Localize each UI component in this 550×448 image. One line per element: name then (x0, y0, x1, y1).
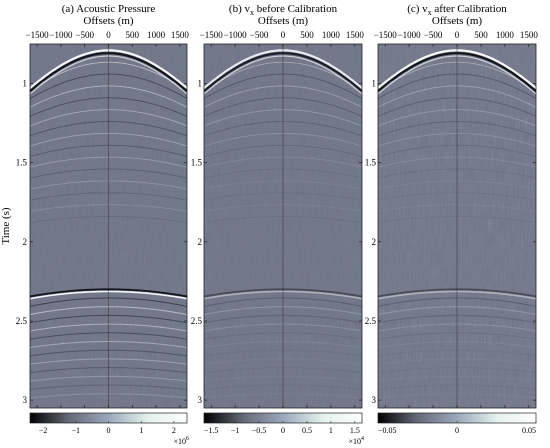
x-tick-label: −500 (75, 30, 94, 40)
colorbar-tick-label: 0 (107, 426, 111, 435)
x-tick-label: −500 (424, 30, 443, 40)
colorbar-tick-label: 0 (281, 426, 285, 435)
y-tick-label: 2 (198, 237, 203, 247)
colorbar-scale-label: ×106 (173, 436, 189, 446)
y-tick-label: 1 (198, 79, 203, 89)
x-tick-label: 0 (455, 30, 460, 40)
y-tick-label: 2.5 (365, 316, 377, 326)
title-suffix: before Calibration (254, 3, 338, 15)
y-tick-label: 3 (372, 395, 377, 405)
panel-title: (a) Acoustic Pressure (62, 3, 156, 15)
y-tick-label: 1.5 (16, 158, 28, 168)
x-tick-label: 1000 (147, 30, 166, 40)
x-tick-label: −1500 (374, 30, 398, 40)
colorbar-tick-label: −1.5 (204, 426, 219, 435)
colorbar-tick-label: 0 (455, 426, 459, 435)
colorbar-tick-label: 1 (139, 426, 143, 435)
x-tick-label: 1000 (496, 30, 515, 40)
colorbar-tick-label: 2 (172, 426, 176, 435)
x-tick-label: −500 (250, 30, 269, 40)
x-tick-label: 500 (126, 30, 140, 40)
y-axis-label: Time (s) (0, 207, 12, 245)
colorbar-tick-label: −0.05 (378, 426, 397, 435)
x-tick-label: 500 (300, 30, 314, 40)
y-tick-label: 3 (23, 395, 28, 405)
title-suffix: after Calibration (432, 3, 508, 15)
x-tick-label: −1500 (200, 30, 224, 40)
x-tick-label: −1000 (398, 30, 422, 40)
title-subscript: x (428, 8, 432, 17)
colorbar-tick-label: 0.5 (302, 426, 312, 435)
y-tick-label: 2 (23, 237, 28, 247)
title-prefix: (c) v (407, 3, 428, 15)
colorbar-tick-label: −0.5 (252, 426, 267, 435)
y-tick-label: 1.5 (191, 158, 203, 168)
title-subscript: x (250, 8, 254, 17)
colorbar-tick-label: −1 (72, 426, 81, 435)
x-axis-label: Offsets (m) (432, 15, 483, 27)
x-tick-label: 1500 (346, 30, 365, 40)
x-tick-label: 0 (281, 30, 286, 40)
colorbar-tick-label: −2 (39, 426, 48, 435)
x-axis-label: Offsets (m) (258, 15, 309, 27)
x-tick-label: −1000 (49, 30, 73, 40)
y-tick-label: 2.5 (16, 316, 28, 326)
y-tick-label: 1.5 (365, 158, 377, 168)
x-tick-label: 500 (474, 30, 488, 40)
x-tick-label: 1500 (171, 30, 190, 40)
x-tick-label: 1000 (322, 30, 341, 40)
colorbar-scale-label: ×104 (348, 436, 364, 446)
x-tick-label: 1500 (520, 30, 539, 40)
x-tick-label: 0 (106, 30, 111, 40)
colorbar-tick-label: 1 (329, 426, 333, 435)
y-tick-label: 3 (198, 395, 203, 405)
y-tick-label: 2 (372, 237, 377, 247)
colorbar-tick-label: 0.05 (522, 426, 536, 435)
x-tick-label: −1500 (26, 30, 50, 40)
panel-title: (b) vx before Calibration (229, 3, 338, 17)
y-tick-label: 2.5 (191, 316, 203, 326)
x-tick-label: −1000 (224, 30, 248, 40)
x-axis-label: Offsets (m) (83, 15, 134, 27)
y-tick-label: 1 (23, 79, 28, 89)
panel-title: (c) vx after Calibration (407, 3, 507, 17)
y-tick-label: 1 (372, 79, 377, 89)
colorbar-tick-label: −1 (231, 426, 240, 435)
colorbar-tick-label: 1.5 (350, 426, 360, 435)
title-prefix: (b) v (229, 3, 251, 15)
